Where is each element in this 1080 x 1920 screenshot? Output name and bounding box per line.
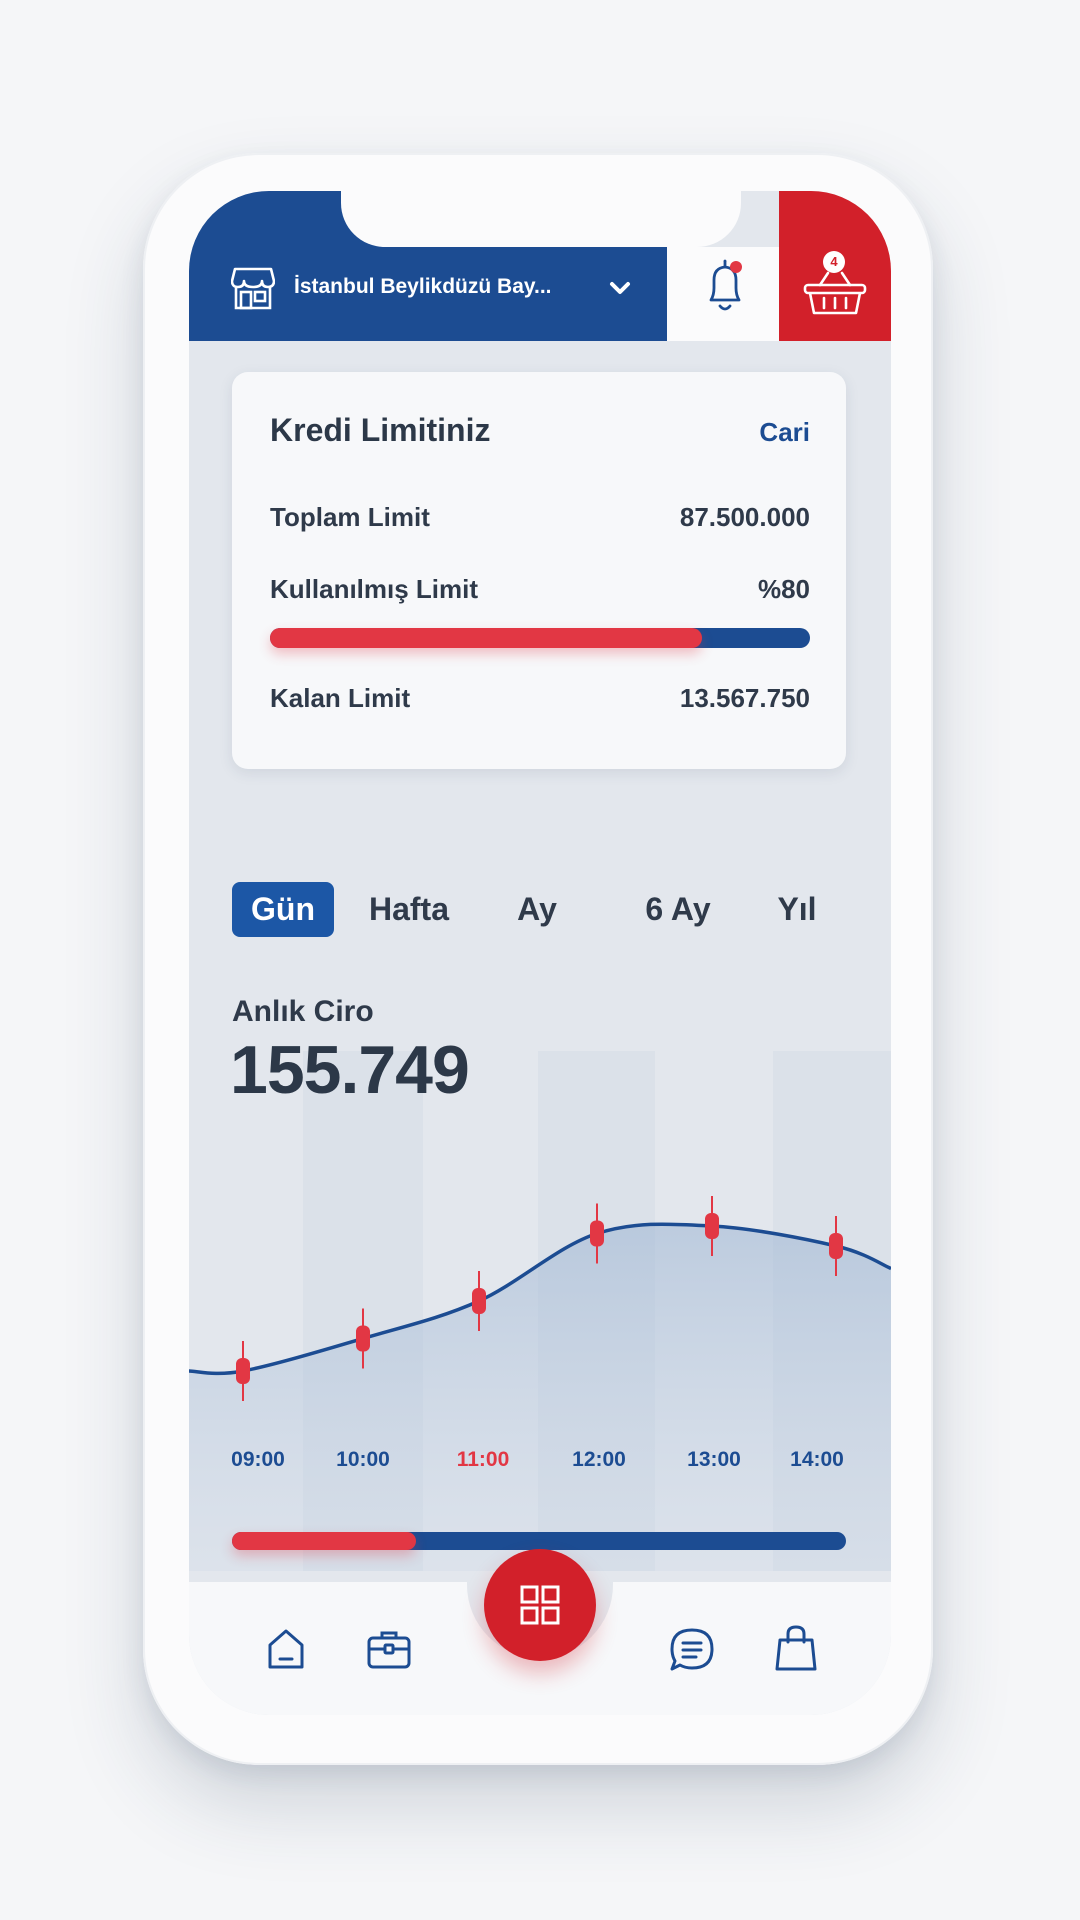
remaining-limit-label: Kalan Limit [270,683,411,713]
data-point[interactable] [472,1288,486,1314]
shopping-bag-icon[interactable] [775,1624,817,1672]
revenue-value: 155.749 [230,1032,470,1108]
total-limit-value: 87.500.000 [679,502,810,532]
cari-link[interactable]: Cari [759,417,810,447]
chart-line [189,1222,891,1376]
store-name[interactable]: İstanbul Beylikdüzü Bay... [294,275,552,298]
tab-ay[interactable]: Ay [517,891,557,927]
menu-fab[interactable] [484,1549,596,1661]
notification-dot [730,261,742,273]
used-limit-progress [270,628,810,648]
x-axis-tick-label[interactable]: 12:00 [572,1448,626,1471]
bell-icon[interactable] [702,258,748,316]
revenue-chart[interactable] [189,1051,891,1571]
home-icon[interactable] [267,1627,305,1671]
chart-range-fill[interactable] [232,1532,417,1550]
data-point[interactable] [356,1325,370,1352]
x-axis-tick-label[interactable]: 14:00 [790,1448,844,1471]
tab-6-ay[interactable]: 6 Ay [645,891,711,927]
data-point[interactable] [590,1220,604,1247]
used-limit-value: %80 [757,574,810,604]
tab-gun[interactable]: Gün [232,882,334,937]
card-title: Kredi Limitiniz [270,412,491,448]
credit-limit-card: Kredi Limitiniz Cari Toplam Limit 87.500… [232,372,846,769]
chart-area [189,1224,891,1571]
x-axis-tick-label[interactable]: 11:00 [456,1448,510,1471]
cart-count-badge: 4 [823,251,845,273]
x-axis-tick-label[interactable]: 10:00 [336,1448,390,1471]
notification-area [667,247,779,341]
tab-hafta[interactable]: Hafta [368,891,449,927]
used-limit-fill [270,628,702,648]
grid-icon[interactable] [520,1585,560,1625]
tab-yil[interactable]: Yıl [777,891,817,927]
x-axis-tick-label[interactable]: 13:00 [687,1448,741,1471]
x-axis-tick-label[interactable]: 09:00 [231,1448,285,1471]
data-point[interactable] [236,1358,250,1384]
app-screen: İstanbul Beylikdüzü Bay... 4 Kredi Limit… [189,191,891,1715]
chat-icon[interactable] [668,1627,716,1673]
briefcase-icon[interactable] [367,1629,411,1669]
phone-notch [341,191,741,247]
remaining-limit-value: 13.567.750 [679,683,810,713]
basket-icon[interactable] [802,271,868,317]
used-limit-label: Kullanılmış Limit [270,574,479,604]
chart-range-slider[interactable] [232,1532,846,1550]
chevron-down-icon[interactable] [607,277,633,299]
data-point[interactable] [705,1213,719,1239]
data-point[interactable] [829,1233,843,1259]
store-icon [231,267,275,310]
revenue-label: Anlık Ciro [232,995,374,1028]
total-limit-label: Toplam Limit [270,502,430,532]
